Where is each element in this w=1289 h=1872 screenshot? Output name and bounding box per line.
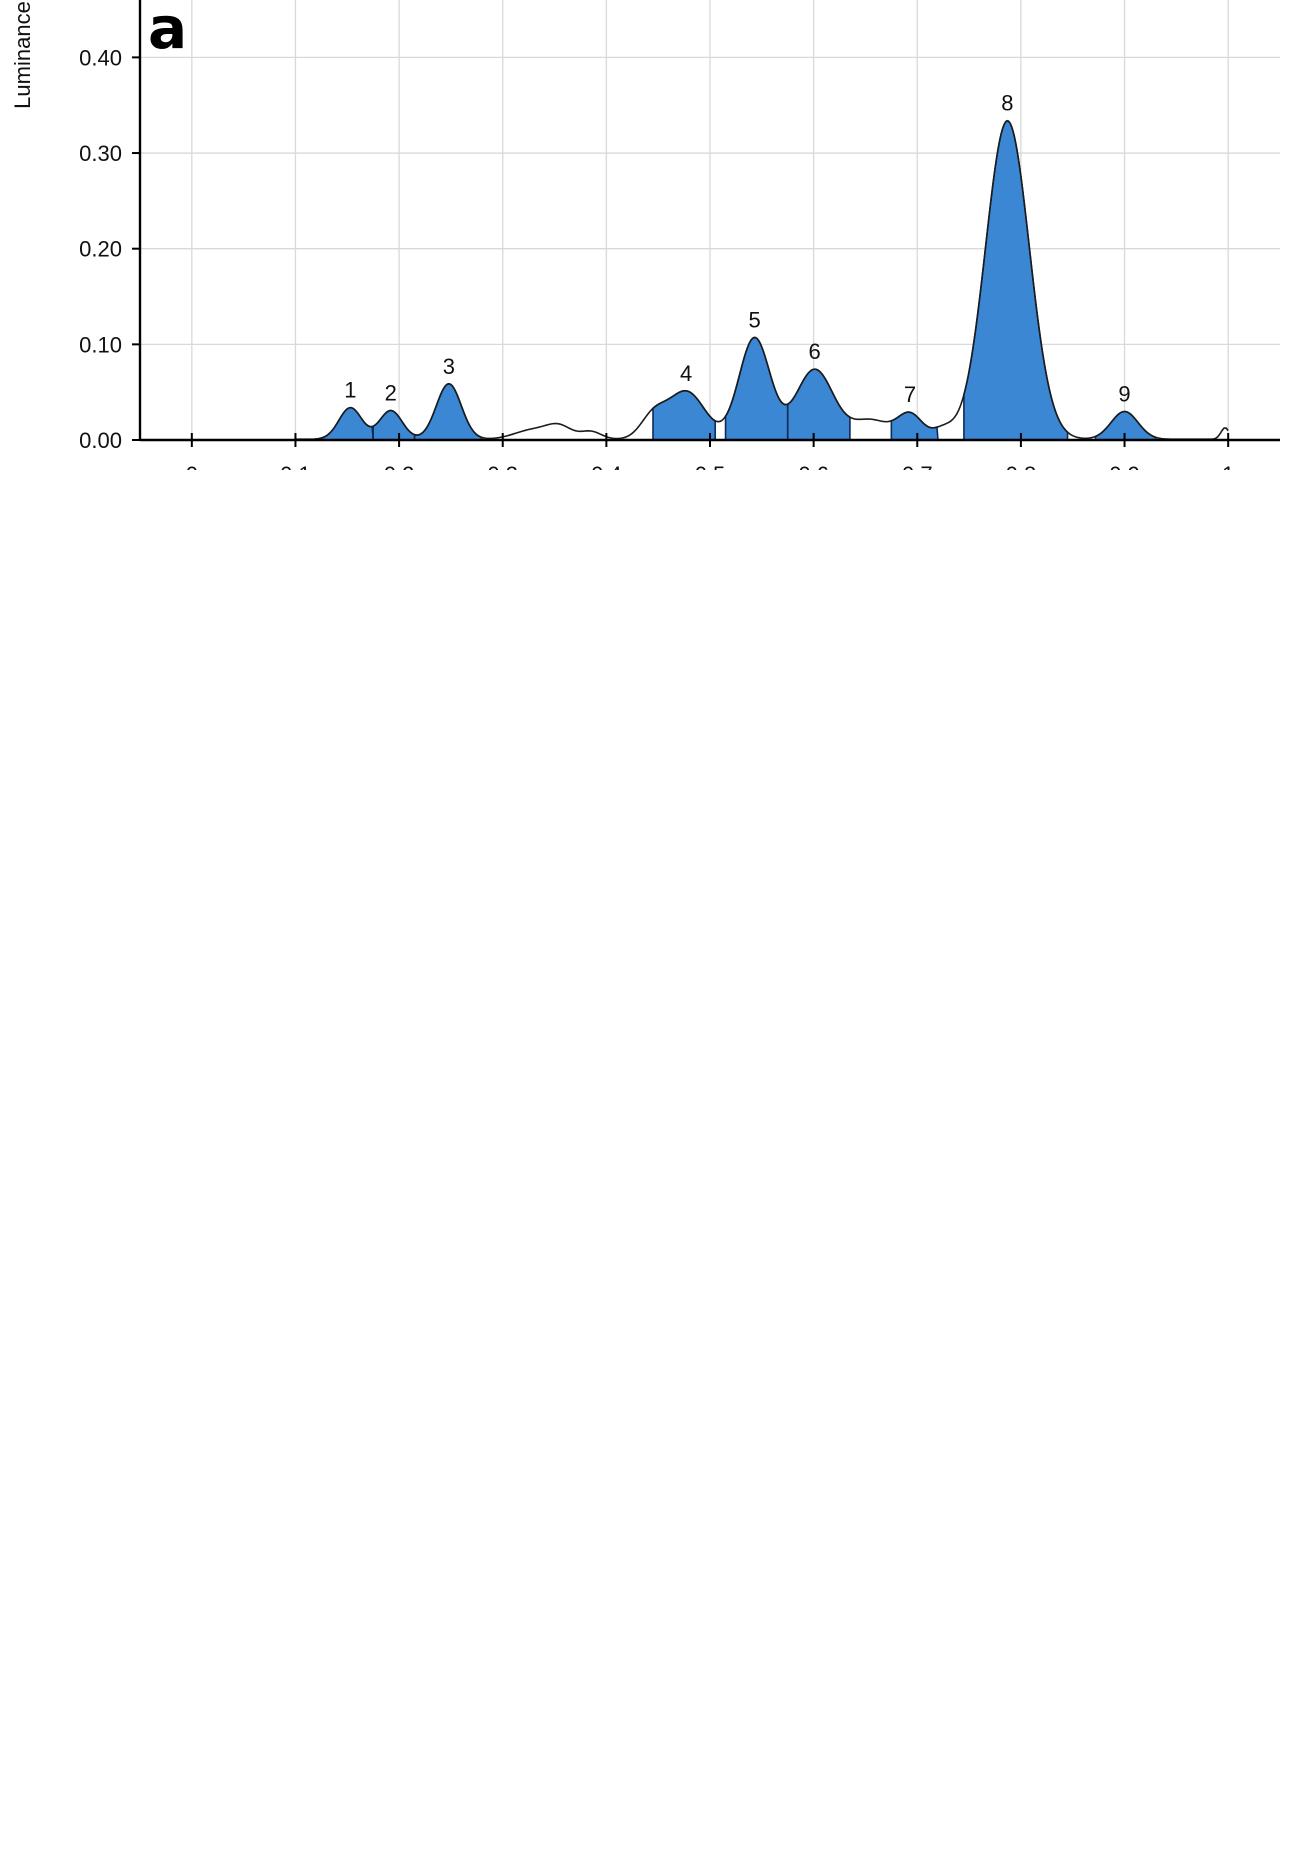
y-tick-label: 0.00 bbox=[79, 428, 122, 453]
x-tick-label: 0.8 bbox=[1006, 462, 1037, 470]
x-tick-label: 1 bbox=[1222, 462, 1234, 470]
x-tick-label: 0.4 bbox=[591, 462, 622, 470]
y-axis-title: Luminance bbox=[10, 1, 35, 109]
x-tick-label: 0.7 bbox=[902, 462, 933, 470]
y-tick-label: 0.10 bbox=[79, 332, 122, 357]
trace-layer bbox=[295, 120, 1229, 441]
x-tick-label: 0.5 bbox=[695, 462, 726, 470]
peak-label: 2 bbox=[385, 380, 397, 405]
panel-letter: a bbox=[148, 0, 187, 62]
x-tick-label: 0.2 bbox=[384, 462, 415, 470]
chart-panel-c: 0 0.1 0.2 0.3 0.4 0.5 0.6 0.7 0.8 0.9 1 0.00 0.10 0.2… bbox=[0, 0, 1289, 580]
x-tick-label: 0.3 bbox=[487, 462, 518, 470]
y-tick-label: 0.20 bbox=[79, 237, 122, 262]
peak-label: 5 bbox=[748, 307, 760, 332]
chart-panel-a: 0 0.1 0.2 0.3 0.4 0.5 0.6 0.7 0.8 0.9 1 0.00 0.10 0.2… bbox=[0, 0, 1289, 470]
labels: 0 0.1 0.2 0.3 0.4 0.5 0.6 0.7 0.8 0.9 1 0.00 0.10 0.2… bbox=[10, 0, 1234, 470]
x-tick-label: 0.1 bbox=[280, 462, 311, 470]
peak-label: 7 bbox=[904, 382, 916, 407]
peak-label: 1 bbox=[344, 378, 356, 403]
peak-label: 3 bbox=[443, 354, 455, 379]
axes bbox=[132, 0, 1280, 447]
peak-label: 4 bbox=[680, 361, 692, 386]
luminance-trace bbox=[295, 120, 1229, 441]
x-tick-label: 0.9 bbox=[1109, 462, 1140, 470]
peak-label: 9 bbox=[1118, 381, 1130, 406]
chart-a: 0 0.1 0.2 0.3 0.4 0.5 0.6 0.7 0.8 0.9 1 0.00 0.10 0.2… bbox=[10, 0, 1280, 470]
x-tick-label: 0.6 bbox=[798, 462, 829, 470]
y-tick-label: 0.40 bbox=[79, 45, 122, 70]
peak-label: 8 bbox=[1001, 91, 1013, 116]
peak-label: 6 bbox=[809, 339, 821, 364]
y-tick-label: 0.30 bbox=[79, 141, 122, 166]
x-tick-label: 0 bbox=[186, 462, 198, 470]
chart-c: 0 0.1 0.2 0.3 0.4 0.5 0.6 0.7 0.8 0.9 1 0.00 0.10 0.2… bbox=[0, 0, 1289, 580]
